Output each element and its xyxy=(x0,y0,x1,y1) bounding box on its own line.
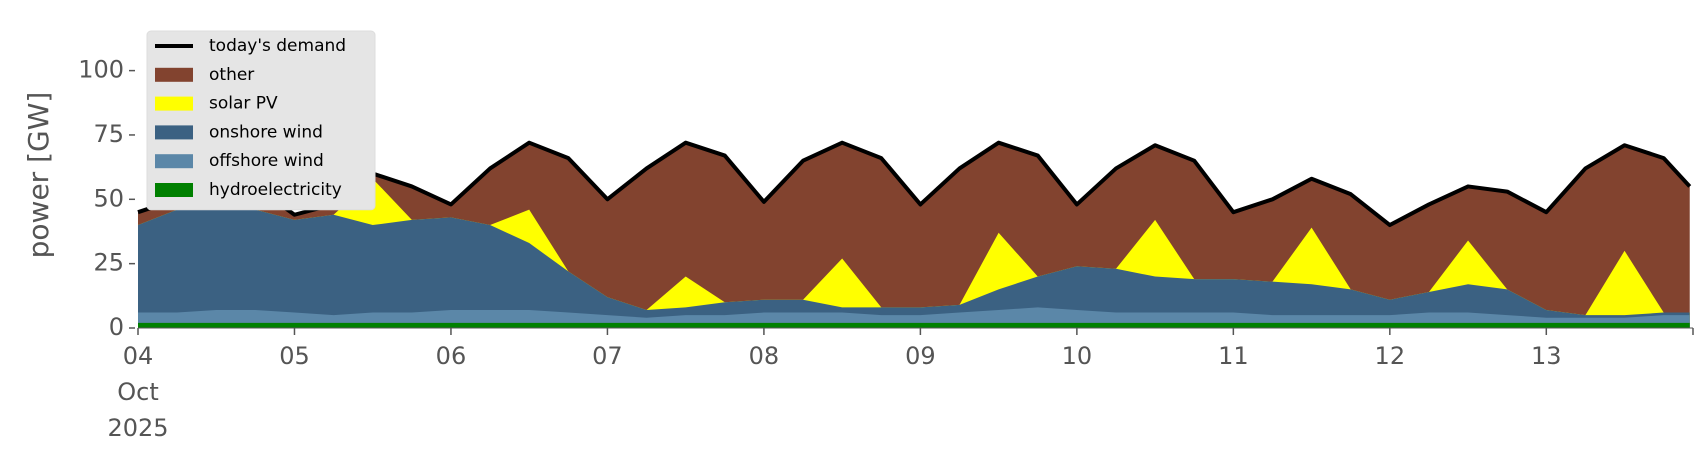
legend: today's demand other solar PV onshore wind o… xyxy=(146,30,376,211)
x-tick-label: 04 Oct 2025 xyxy=(107,342,168,442)
x-tick-label: 08 xyxy=(749,342,780,370)
y-tick-label: 50 xyxy=(93,184,124,212)
y-tick-label: 100 xyxy=(78,56,124,84)
y-tick-label: 0 xyxy=(109,313,124,341)
legend-label: hydroelectricity xyxy=(209,180,342,200)
x-tick-label: 05 xyxy=(279,342,310,370)
x-tick-label: 13 xyxy=(1531,342,1562,370)
y-tick-label: 75 xyxy=(93,120,124,148)
legend-label: onshore wind xyxy=(209,122,323,142)
demand-line xyxy=(137,140,1692,228)
legend-box xyxy=(146,30,376,211)
x-tick-label: 09 xyxy=(905,342,936,370)
x-tick-label: 07 xyxy=(592,342,623,370)
legend-swatch xyxy=(155,154,193,169)
legend-swatch xyxy=(155,96,193,111)
x-tick-label: 12 xyxy=(1375,342,1406,370)
legend-label: offshore wind xyxy=(209,151,324,171)
area xyxy=(138,207,1690,328)
legend-swatch xyxy=(155,183,193,197)
y-tick-label: 25 xyxy=(93,249,124,277)
legend-label: solar PV xyxy=(209,94,278,114)
x-tick-label: 10 xyxy=(1062,342,1093,370)
x-tick-label: 11 xyxy=(1218,342,1249,370)
legend-label: other xyxy=(209,65,254,85)
legend-swatch xyxy=(155,125,193,140)
legend-swatch xyxy=(155,67,193,82)
y-axis-label: power [GW] xyxy=(22,92,55,259)
area xyxy=(138,322,1690,328)
legend-label: today's demand xyxy=(209,36,346,56)
x-tick-label: 06 xyxy=(436,342,467,370)
